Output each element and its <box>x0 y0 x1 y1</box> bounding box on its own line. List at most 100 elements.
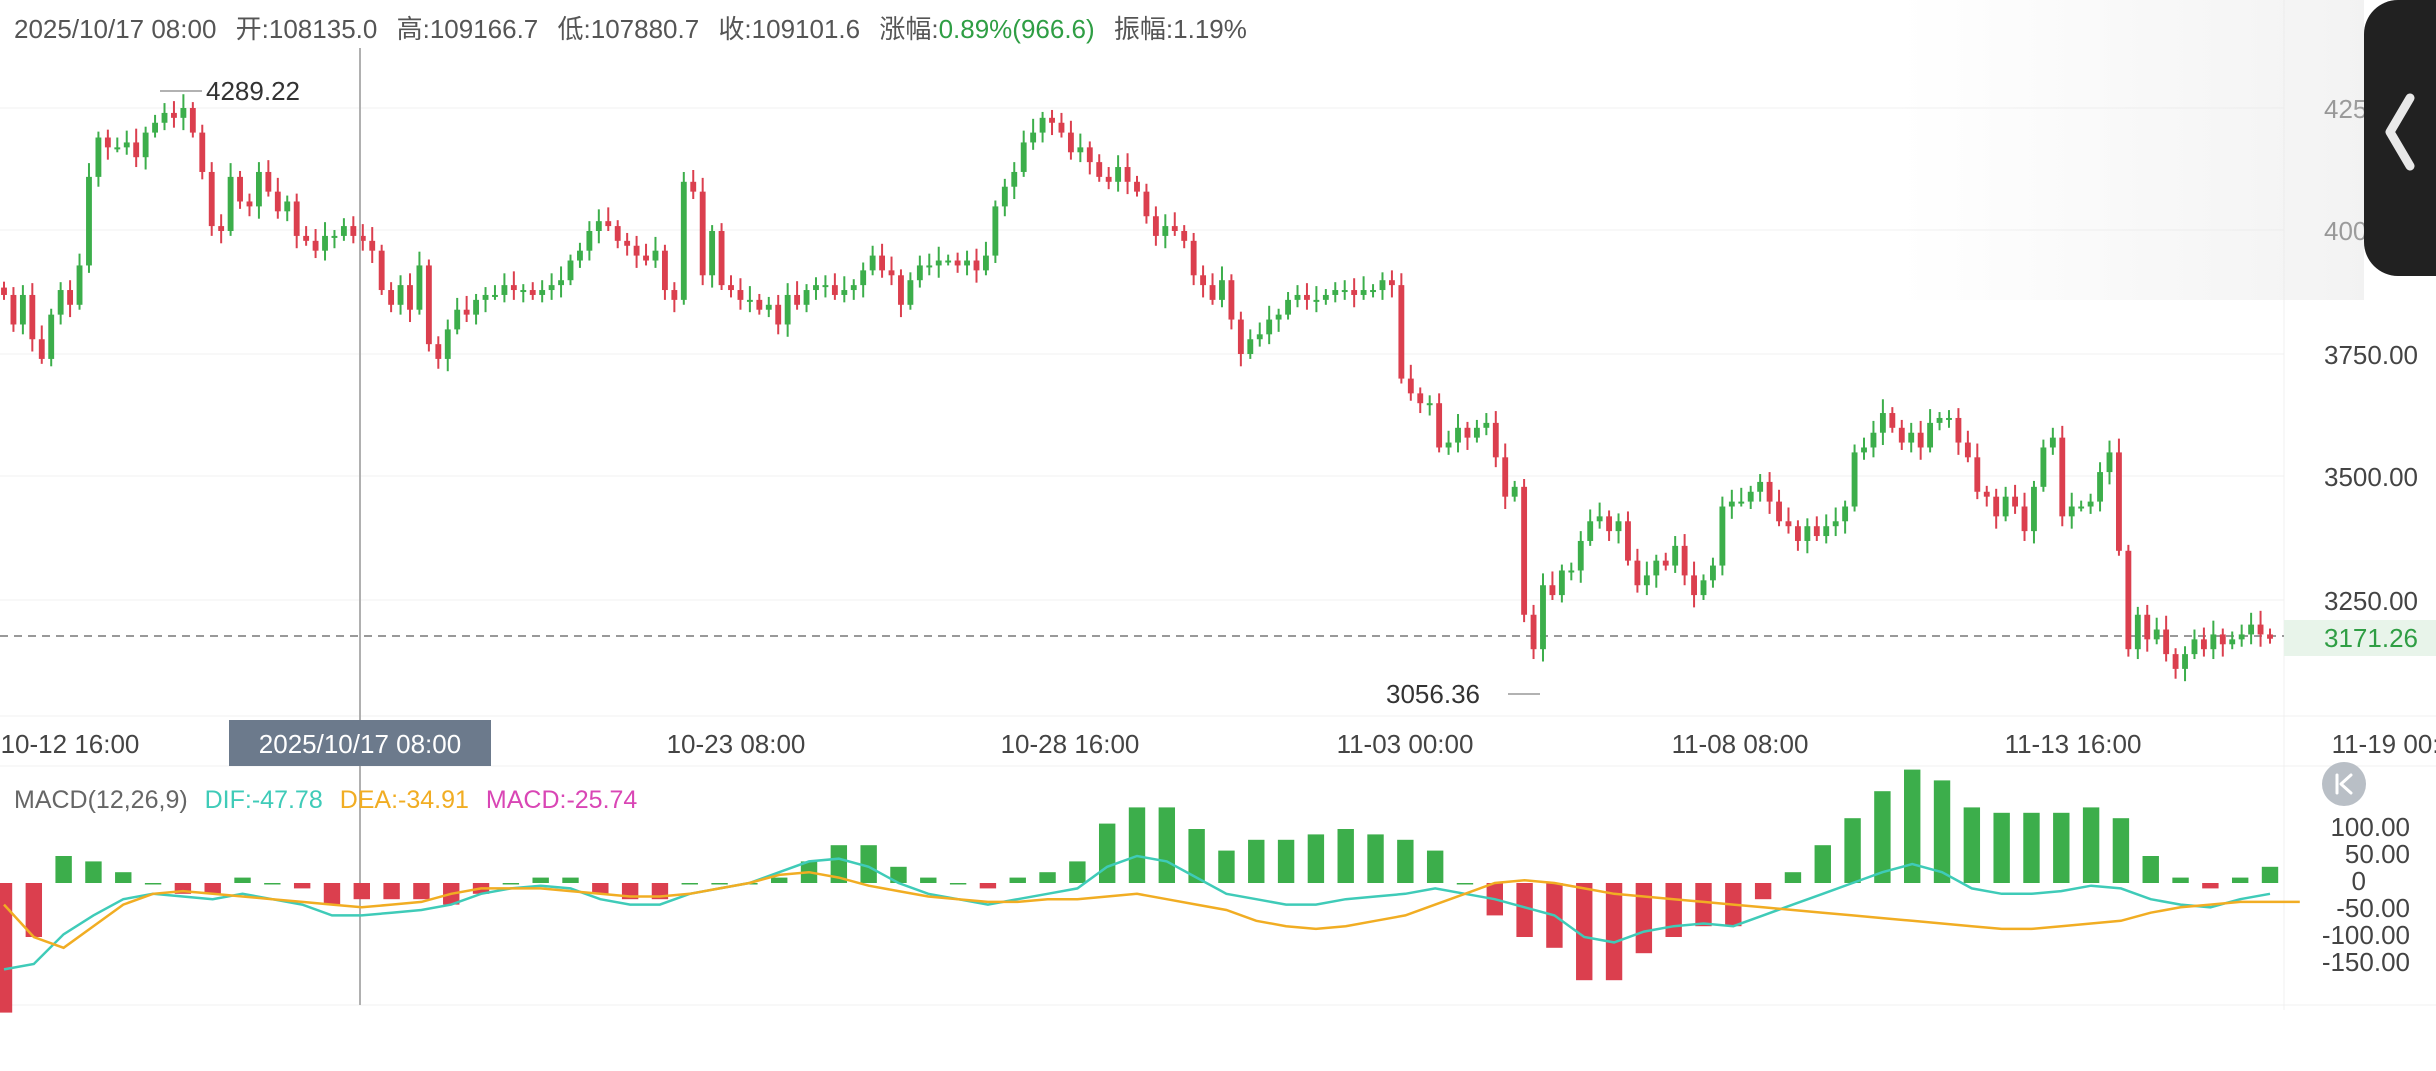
candle-body <box>539 290 546 295</box>
macd-bar <box>1158 807 1176 883</box>
candle-body <box>1030 132 1037 143</box>
candle-body <box>1719 506 1726 566</box>
candle-body <box>1162 226 1169 236</box>
macd-bar <box>2112 818 2130 883</box>
candle-body <box>359 235 366 241</box>
dea-line <box>3 870 2300 950</box>
candle-body <box>1870 432 1877 448</box>
price-tick: 3500.00 <box>2324 462 2418 492</box>
candle-body <box>1058 122 1065 133</box>
macd-bar <box>1665 883 1682 937</box>
candle-body <box>48 314 55 359</box>
macd-bar <box>830 845 848 883</box>
candle-body <box>935 260 942 266</box>
macd-bar <box>264 883 281 885</box>
macd-bar <box>353 883 370 900</box>
candle-body <box>2210 634 2217 650</box>
candle-body <box>454 309 461 330</box>
candle-body <box>1049 117 1055 123</box>
candle-body <box>369 240 376 251</box>
candle-body <box>19 294 26 325</box>
macd-bar <box>1426 850 1444 883</box>
candle-body <box>737 290 744 300</box>
candle-body <box>1549 585 1556 596</box>
candle-body <box>2219 634 2226 645</box>
candle-body <box>2040 447 2047 487</box>
macd-bar <box>1516 883 1533 937</box>
candle-body <box>114 147 121 150</box>
candle-body <box>1804 526 1811 541</box>
macd-bar <box>1904 769 1921 883</box>
candle-body <box>1898 427 1905 443</box>
candle-body <box>1096 162 1103 177</box>
candle-body <box>444 329 451 359</box>
time-tick: 10-12 16:00 <box>1 729 140 759</box>
candle-body <box>38 339 45 359</box>
time-tick: 11-03 00:00 <box>1337 729 1474 759</box>
macd-bar <box>174 883 192 894</box>
candle-body <box>992 206 999 256</box>
macd-bar <box>1754 883 1772 900</box>
candle-body <box>2229 639 2236 645</box>
candle-body <box>171 112 177 118</box>
macd-bar <box>2261 866 2279 883</box>
macd-bar <box>1635 883 1653 954</box>
time-tick: 11-13 16:00 <box>2005 729 2142 759</box>
open-value: 108135.0 <box>269 14 377 44</box>
change-label: 涨幅: <box>879 14 938 44</box>
candle-body <box>728 285 734 291</box>
candle-body <box>577 250 583 261</box>
candle-body <box>1936 417 1943 423</box>
skip-to-start-button[interactable] <box>2322 762 2366 806</box>
macd-bar <box>1874 791 1891 883</box>
macd-bar <box>25 883 43 937</box>
candle-body <box>463 309 470 315</box>
macd-hist: MACD:-25.74 <box>486 786 638 814</box>
candle-body <box>831 285 838 295</box>
candle-body <box>10 294 17 325</box>
time-axis: 10-12 16:00 10-23 08:00 10-28 16:00 11-0… <box>1 729 2436 759</box>
macd-bar <box>1307 834 1325 883</box>
collapse-panel-button[interactable] <box>2364 0 2436 276</box>
candle-body <box>2144 614 2151 640</box>
candle-body <box>142 132 149 158</box>
candle-body <box>133 142 140 158</box>
macd-tick: 100.00 <box>2330 812 2410 842</box>
candle-body <box>1464 427 1471 438</box>
candle-body <box>1842 506 1849 522</box>
current-price-label: 3171.26 <box>2324 623 2418 653</box>
candle-body <box>1540 585 1546 650</box>
macd-dif: DIF:-47.78 <box>205 786 323 814</box>
current-price-tag-bg <box>2284 620 2436 656</box>
candle-body <box>1738 501 1745 504</box>
candle-body <box>1001 186 1008 207</box>
candle-body <box>1917 432 1924 448</box>
candle-body <box>633 245 640 256</box>
candle-body <box>378 250 385 291</box>
amplitude-label: 振幅: <box>1114 14 1173 44</box>
macd-tick: -100.00 <box>2322 920 2410 950</box>
macd-tick: -50.00 <box>2336 893 2410 923</box>
candle-body <box>2078 506 2085 509</box>
candle-body <box>1105 176 1112 182</box>
candle-body <box>1653 560 1660 576</box>
candle-body <box>1039 117 1046 133</box>
candle-body <box>2049 437 2056 448</box>
macd-bar <box>1218 850 1235 883</box>
low-value: 107880.7 <box>591 14 699 44</box>
candle-body <box>529 290 536 295</box>
candle-body <box>2172 654 2179 669</box>
candle-body <box>2200 639 2207 650</box>
open-label: 开: <box>236 14 269 44</box>
candle-body <box>1228 280 1235 320</box>
macd-bar <box>562 877 579 883</box>
max-price-label: 4289.22 <box>206 76 300 106</box>
candle-body <box>661 250 668 291</box>
candle-body <box>2257 624 2264 635</box>
candle-body <box>2031 486 2037 532</box>
candle-body <box>492 294 498 297</box>
candle-body <box>218 226 225 231</box>
candle-body <box>671 290 678 300</box>
candle-body <box>482 294 489 300</box>
